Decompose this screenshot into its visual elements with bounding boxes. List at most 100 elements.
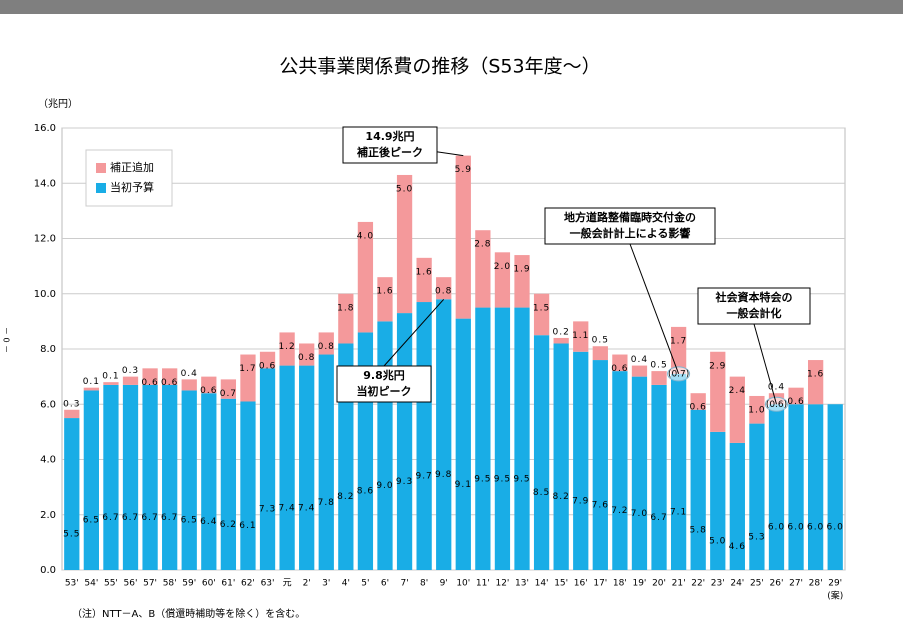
value-label: 8.2 [552, 492, 569, 502]
value-label: 0.3 [122, 366, 139, 376]
x-tick-label: 19' [632, 579, 646, 589]
x-tick-label: 7' [400, 579, 408, 589]
bar-segment [553, 343, 569, 570]
bar-segment [103, 384, 119, 570]
value-label: 2.0 [494, 262, 511, 272]
value-label: 7.9 [572, 496, 589, 506]
bar-segment [514, 307, 530, 570]
callout-box [697, 287, 811, 325]
x-tick-label: 17' [593, 579, 607, 589]
bar-segment [318, 332, 334, 355]
value-label: 7.2 [611, 506, 628, 516]
bar-segment [240, 354, 256, 402]
value-label: 0.6 [161, 378, 178, 388]
x-tick-label: 6' [381, 579, 389, 589]
bar-segment [729, 376, 745, 443]
bar-segment [573, 351, 589, 570]
callout-line [753, 323, 777, 405]
value-label: 6.7 [161, 513, 178, 523]
bar-segment [729, 442, 745, 570]
value-label: 0.1 [102, 372, 119, 382]
legend-label: 補正追加 [110, 160, 154, 174]
value-label: 1.5 [533, 303, 550, 313]
x-tick-label: 5' [361, 579, 369, 589]
bar-segment [690, 409, 706, 570]
bar-segment [631, 365, 648, 377]
callout-text: 補正後ピーク [356, 145, 423, 159]
callout-text: 当初ピーク [357, 384, 412, 398]
bar-segment [651, 371, 667, 385]
x-tick-label: 60' [202, 579, 216, 589]
x-tick-label: 3' [322, 579, 330, 589]
callout-box [544, 207, 716, 245]
callout-text: 一般会計計上による影響 [570, 226, 691, 240]
x-tick-label: 25' [750, 579, 764, 589]
x-tick-label: 58' [163, 579, 177, 589]
legend-swatch [96, 163, 106, 173]
bar-segment [279, 365, 295, 570]
value-label: 0.6 [690, 403, 707, 413]
value-label: 2.8 [474, 240, 491, 250]
value-label: 6.0 [768, 523, 785, 533]
bar-segment [201, 393, 217, 570]
x-tick-label: 10' [456, 579, 470, 589]
x-tick-label: 61' [221, 579, 235, 589]
x-tick-label: 55' [104, 579, 118, 589]
value-label: 7.3 [259, 505, 276, 515]
x-tick-label: 54' [84, 579, 98, 589]
value-label: 1.6 [415, 267, 432, 277]
x-tick-label: 26' [770, 579, 784, 589]
bar-segment [299, 343, 315, 366]
x-tick-label: 63' [261, 579, 275, 589]
value-label: 6.0 [807, 523, 824, 533]
bar-segment [396, 174, 413, 314]
value-label: 9.8 [435, 470, 452, 480]
value-label: 9.3 [396, 477, 413, 487]
callout-text: 一般会計化 [727, 306, 782, 320]
y-tick-label: 16.0 [34, 123, 56, 134]
y-tick-label: 10.0 [34, 289, 56, 300]
bar-segment [455, 155, 471, 319]
value-label: 5.8 [690, 525, 707, 535]
bar-segment [690, 393, 706, 410]
value-label: 5.9 [455, 165, 472, 175]
legend-label: 当初予算 [110, 180, 154, 194]
callout-box [342, 126, 438, 164]
value-label: 1.1 [572, 331, 589, 341]
value-label: 0.6 [787, 397, 804, 407]
x-tick-label: 29' [828, 579, 842, 589]
value-label: 0.5 [650, 361, 667, 371]
value-label: 0.8 [298, 353, 315, 363]
value-label: 6.4 [200, 517, 217, 527]
bar-segment [416, 257, 432, 303]
bar-segment [220, 398, 237, 570]
x-tick-note: (案) [827, 590, 843, 602]
value-label: 0.8 [318, 342, 335, 352]
bar-segment [83, 390, 99, 570]
bar-segment [670, 326, 687, 374]
value-label: 4.6 [729, 542, 746, 552]
value-label: 9.5 [494, 474, 511, 484]
value-label: 0.1 [83, 377, 100, 387]
bar-segment [592, 346, 608, 361]
bar-segment [162, 384, 178, 570]
bar-segment [142, 384, 158, 570]
x-tick-label: 8' [420, 579, 428, 589]
bar-segment [827, 404, 843, 570]
x-tick-label: 24' [730, 579, 744, 589]
value-label: 7.4 [298, 503, 315, 513]
value-label: 8.6 [357, 487, 374, 497]
bar-segment [220, 379, 237, 399]
x-tick-label: 53' [65, 579, 79, 589]
bar-segment [749, 395, 765, 424]
top-bar [0, 0, 903, 14]
note: （注）NTT－A、B（償還時補助等を除く）を含む。 [72, 607, 305, 620]
bar-segment [201, 376, 217, 394]
value-label: 1.2 [278, 342, 295, 352]
bar-segment [808, 404, 824, 570]
bar-segment [612, 371, 628, 570]
bar-segment [612, 354, 628, 372]
value-label: 8.2 [337, 492, 354, 502]
bar-segment [788, 404, 804, 570]
value-label: 0.6 [200, 386, 217, 396]
